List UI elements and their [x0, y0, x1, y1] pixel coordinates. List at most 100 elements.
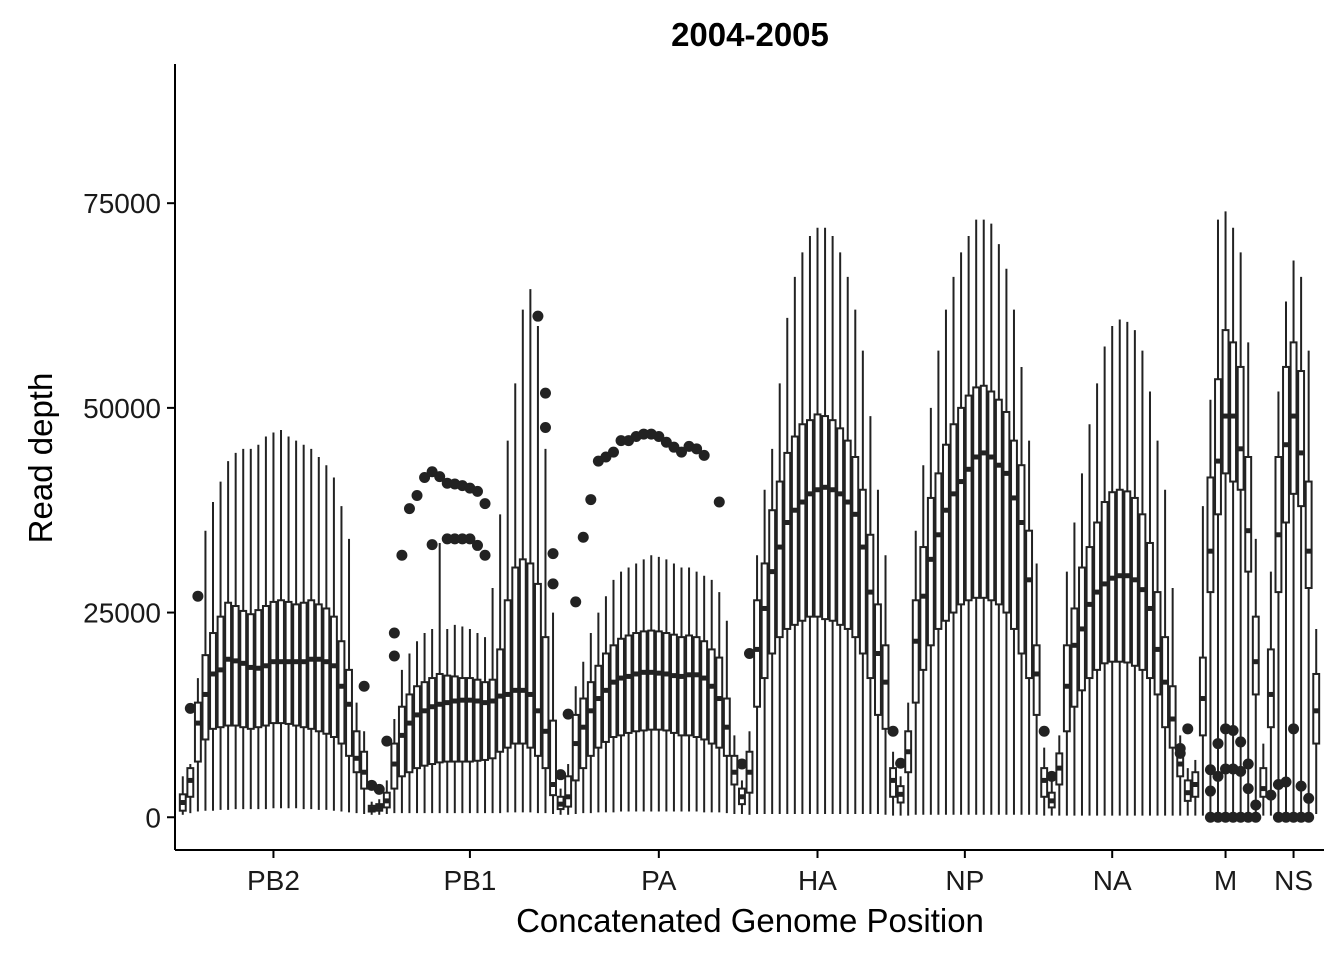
box-pb2-3 — [201, 530, 210, 811]
box-na-9 — [1108, 326, 1117, 816]
outlier-point — [1212, 738, 1224, 750]
box-pb1-20 — [518, 309, 527, 813]
box-iqr — [413, 685, 421, 770]
box-pb2-22 — [345, 538, 353, 813]
box-pa-19 — [713, 496, 725, 813]
box-np-16 — [1010, 309, 1018, 815]
box-iqr — [246, 613, 255, 730]
box-na-3 — [1062, 571, 1071, 816]
box-iqr — [533, 582, 542, 757]
box-iqr — [549, 719, 557, 797]
box-pb1-19 — [511, 383, 520, 813]
box-ha-10 — [821, 227, 830, 814]
box-pa-2 — [585, 494, 597, 814]
box-pb1-6 — [411, 489, 423, 814]
box-pb1-22 — [532, 310, 544, 814]
outlier-point — [419, 471, 431, 483]
box-iqr — [647, 629, 656, 731]
box-iqr — [518, 558, 527, 745]
box-m-7 — [1235, 252, 1247, 818]
outlier-point — [653, 431, 665, 443]
box-ha-17 — [874, 489, 882, 814]
outlier-point — [403, 503, 415, 515]
box-iqr — [783, 451, 792, 630]
box-iqr — [601, 652, 610, 743]
box-iqr — [843, 439, 852, 630]
box-pb2-24 — [358, 680, 370, 814]
outlier-point — [1220, 763, 1232, 775]
box-pa-17 — [698, 449, 710, 813]
box-np-3 — [911, 530, 920, 815]
outlier-point — [1046, 770, 1058, 782]
box-ha-16 — [866, 416, 875, 814]
outlier-point — [464, 533, 476, 545]
box-iqr — [450, 675, 459, 763]
x-tick-label-ns: NS — [1274, 865, 1313, 896]
box-ha-13 — [843, 276, 852, 814]
box-np-13 — [987, 223, 996, 815]
x-axis-title: Concatenated Genome Position — [516, 902, 984, 939]
y-tick-label: 50000 — [83, 393, 161, 424]
box-ha-1 — [753, 555, 762, 814]
x-tick-label-ha: HA — [798, 865, 837, 896]
box-pb2-9 — [246, 448, 255, 810]
box-pb2-18 — [314, 457, 323, 810]
box-np-4 — [919, 465, 928, 815]
box-np-5 — [926, 407, 935, 815]
box-iqr — [1025, 529, 1034, 680]
box-iqr — [911, 599, 920, 704]
x-tick-label-pb2: PB2 — [247, 865, 300, 896]
box-np-6 — [934, 350, 943, 815]
plot-area — [178, 211, 1321, 823]
box-np-11 — [972, 219, 981, 815]
box-pa-12 — [660, 436, 672, 812]
box-iqr — [669, 633, 678, 734]
box-iqr — [1221, 329, 1230, 475]
box-na-14 — [1146, 391, 1154, 816]
box-ha-5 — [783, 317, 792, 814]
box-ns-4 — [1295, 276, 1307, 818]
box-pa-0 — [570, 596, 582, 814]
box-ha-11 — [828, 235, 837, 814]
box-m-9 — [1250, 538, 1262, 818]
box-pb1-25 — [555, 769, 567, 815]
box-na-1 — [1046, 770, 1058, 816]
outlier-point — [1303, 811, 1315, 823]
box-ha-3 — [768, 448, 777, 814]
outlier-point — [547, 548, 559, 560]
box-iqr — [866, 533, 875, 680]
outlier-point — [1220, 811, 1232, 823]
outlier-point — [1250, 799, 1262, 811]
box-ns-3 — [1288, 260, 1300, 818]
box-iqr — [209, 632, 217, 730]
chart-title: 2004-2005 — [671, 16, 829, 53]
box-pa-1 — [577, 531, 589, 814]
box-pb1-23 — [539, 387, 551, 814]
box-iqr — [609, 644, 618, 739]
box-na-12 — [1130, 330, 1139, 816]
outlier-point — [426, 539, 438, 551]
box-na-4 — [1070, 522, 1079, 816]
outlier-point — [577, 531, 589, 543]
y-tick-label: 0 — [145, 802, 161, 833]
outlier-point — [675, 446, 687, 458]
outlier-point — [456, 533, 468, 545]
box-iqr — [821, 415, 830, 621]
box-m-2 — [1198, 506, 1207, 816]
box-m-8 — [1242, 342, 1254, 818]
outlier-point — [638, 428, 650, 440]
box-ns-2 — [1280, 301, 1292, 818]
box-ha-6 — [790, 276, 799, 814]
box-iqr — [1251, 615, 1260, 696]
box-iqr — [405, 693, 414, 774]
box-iqr — [715, 656, 724, 749]
outlier-point — [479, 498, 491, 510]
box-iqr — [231, 605, 240, 727]
box-iqr — [345, 668, 353, 757]
box-pb1-5 — [403, 503, 415, 814]
box-iqr — [775, 480, 784, 639]
box-m-10 — [1259, 743, 1268, 816]
outlier-point — [1242, 758, 1254, 770]
box-iqr — [571, 713, 580, 782]
box-iqr — [994, 398, 1003, 606]
